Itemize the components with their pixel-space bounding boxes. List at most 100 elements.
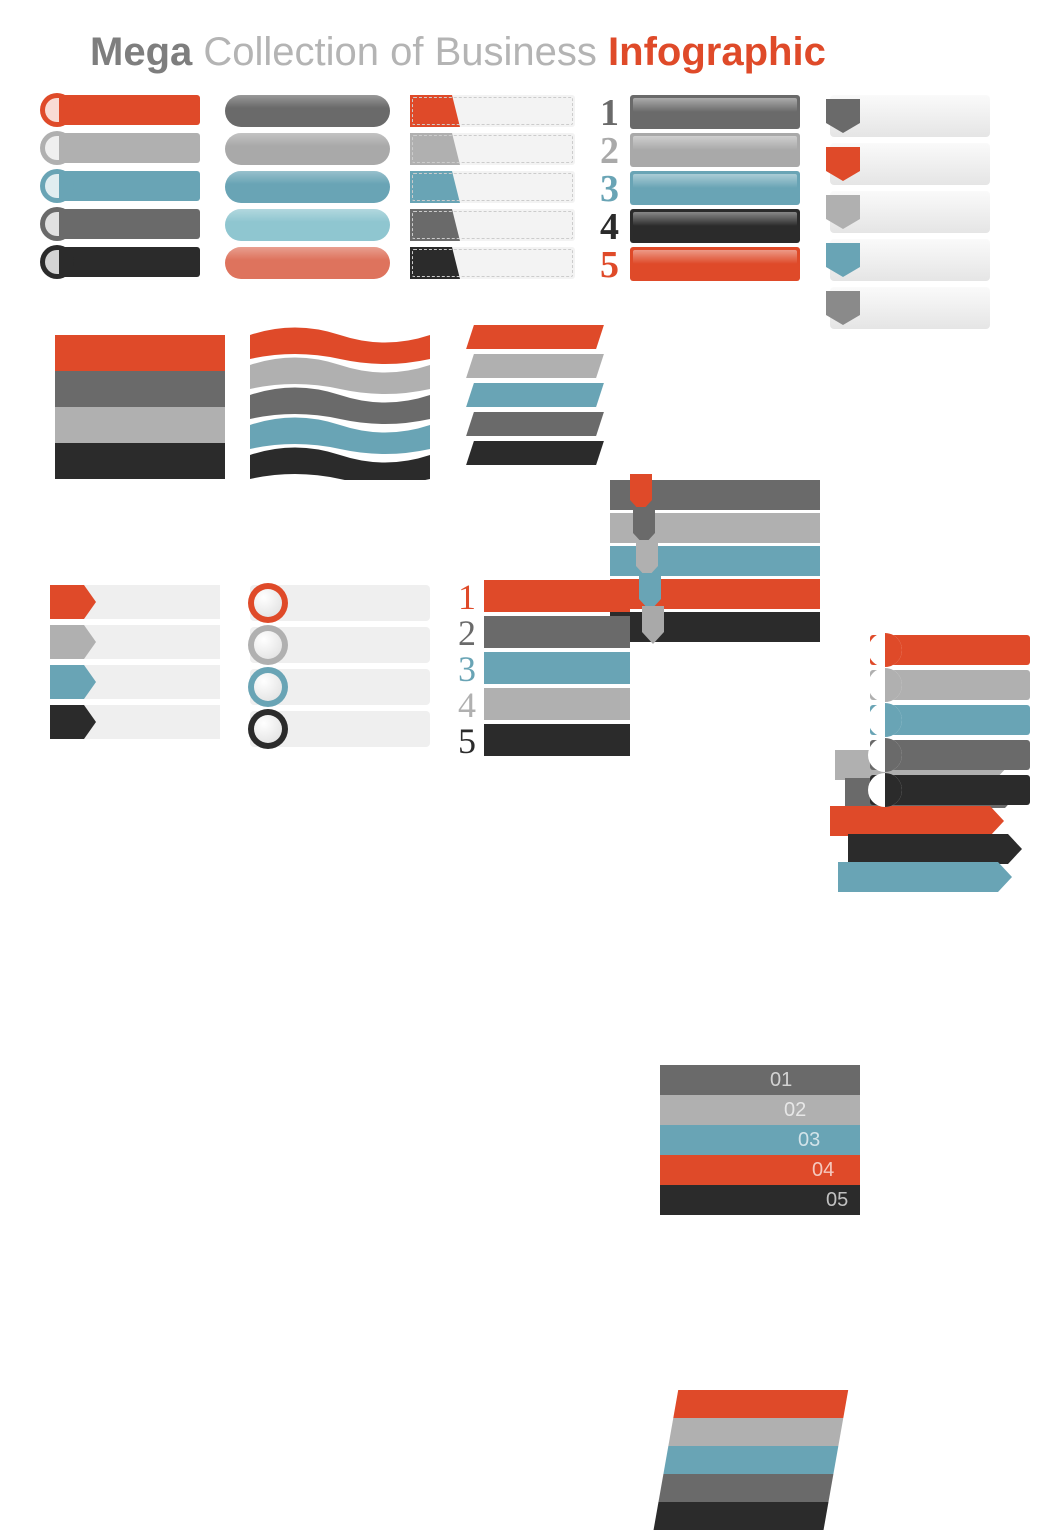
arrow-3d: [830, 806, 990, 836]
numbered-glossy-row: 5: [600, 247, 800, 281]
half-circle-row: [870, 705, 1030, 735]
circle-tab-row: [40, 171, 200, 201]
set-indexed-overlay: 0102030405: [660, 1065, 860, 1215]
half-circle-icon: [868, 738, 902, 772]
overlay-bar: [660, 1095, 860, 1125]
ring-icon: [248, 709, 288, 749]
circle-tab-row: [40, 209, 200, 239]
page-title: Mega Collection of Business Infographic: [0, 0, 1058, 95]
ring-tab-row: [250, 669, 430, 705]
stitched-row: [410, 171, 575, 203]
stack-bar: [55, 443, 225, 479]
pentagon-row: [830, 287, 990, 329]
pentagon-icon: [826, 243, 860, 277]
pill-row: [225, 209, 390, 241]
skew-tab: [466, 354, 604, 378]
half-circle-row: [870, 635, 1030, 665]
overlay-bar: [660, 1125, 860, 1155]
row-number: 5: [600, 243, 619, 287]
bar: [54, 95, 200, 125]
slanted-bar: [673, 1390, 848, 1418]
set-numbered-bars: 12345: [460, 580, 630, 760]
stitch-border: [412, 97, 573, 125]
set-stitched-tabs: [410, 95, 575, 285]
ring-icon: [248, 625, 288, 665]
set-half-circle: [870, 635, 1030, 810]
ring-tab-row: [250, 627, 430, 663]
stitched-row: [410, 247, 575, 279]
pentagon-icon: [826, 291, 860, 325]
numbered-glossy-row: 1: [600, 95, 800, 129]
arrow-tab-row: [50, 665, 220, 699]
overlay-bar: [660, 1065, 860, 1095]
skew-tab: [466, 325, 604, 349]
arrow-icon: [50, 665, 84, 699]
stack-bar: [55, 335, 225, 371]
set-stacked-bars: [55, 335, 225, 479]
stack-bar: [55, 371, 225, 407]
overlay-index: 05: [826, 1189, 848, 1212]
half-circle-row: [870, 670, 1030, 700]
numbered-row: 3: [460, 652, 630, 684]
half-circle-icon: [868, 668, 902, 702]
title-word-2: Collection of Business: [203, 30, 597, 74]
numbered-row: 1: [460, 580, 630, 612]
stitch-border: [412, 249, 573, 277]
pentagon-row: [830, 143, 990, 185]
arrow-tab-row: [50, 625, 220, 659]
arrow-icon: [50, 625, 84, 659]
pentagon-icon: [826, 99, 860, 133]
stack-bar: [55, 407, 225, 443]
slanted-bar: [663, 1446, 838, 1474]
bar: [54, 247, 200, 277]
numbered-row: 5: [460, 724, 630, 756]
overlay-index: 01: [770, 1069, 792, 1092]
overlay-index: 03: [798, 1129, 820, 1152]
circle-icon: [40, 169, 74, 203]
bar: [484, 688, 630, 720]
glossy-bar: [630, 247, 800, 281]
numbered-glossy-row: 2: [600, 133, 800, 167]
arrow-icon: [50, 585, 84, 619]
stitch-border: [412, 135, 573, 163]
skew-tab: [466, 383, 604, 407]
bar: [484, 724, 630, 756]
bar: [484, 580, 630, 612]
overlay-index: 02: [784, 1099, 806, 1122]
numbered-glossy-row: 3: [600, 171, 800, 205]
arrow-3d: [838, 862, 998, 892]
pin-icon: [642, 606, 664, 644]
ring-icon: [248, 583, 288, 623]
ring-tab-row: [250, 711, 430, 747]
stitch-border: [412, 211, 573, 239]
bar: [54, 209, 200, 239]
pentagon-icon: [826, 195, 860, 229]
bar: [54, 171, 200, 201]
slanted-bar: [658, 1474, 833, 1502]
slanted-bar: [668, 1418, 843, 1446]
half-circle-icon: [868, 633, 902, 667]
set-pinned-bars: [610, 480, 820, 642]
title-word-3: Infographic: [608, 30, 826, 74]
pill-row: [225, 95, 390, 127]
set-arrow-tabs: [50, 585, 220, 745]
ring-icon: [248, 667, 288, 707]
stitch-border: [412, 173, 573, 201]
circle-icon: [40, 245, 74, 279]
skew-tab: [466, 412, 604, 436]
pentagon-icon: [826, 147, 860, 181]
numbered-row: 2: [460, 616, 630, 648]
set-wave-ribbons: [250, 320, 430, 480]
set-pentagon-headers: [830, 95, 990, 335]
circle-icon: [40, 131, 74, 165]
pill-row: [225, 133, 390, 165]
set-skewed-tabs: [470, 325, 600, 470]
circle-tab-row: [40, 247, 200, 277]
stitched-row: [410, 95, 575, 127]
circle-tab-row: [40, 95, 200, 125]
pill-row: [225, 171, 390, 203]
arrow-icon: [50, 705, 84, 739]
pill-row: [225, 247, 390, 279]
set-ring-tabs: [250, 585, 430, 753]
skew-tab: [466, 441, 604, 465]
